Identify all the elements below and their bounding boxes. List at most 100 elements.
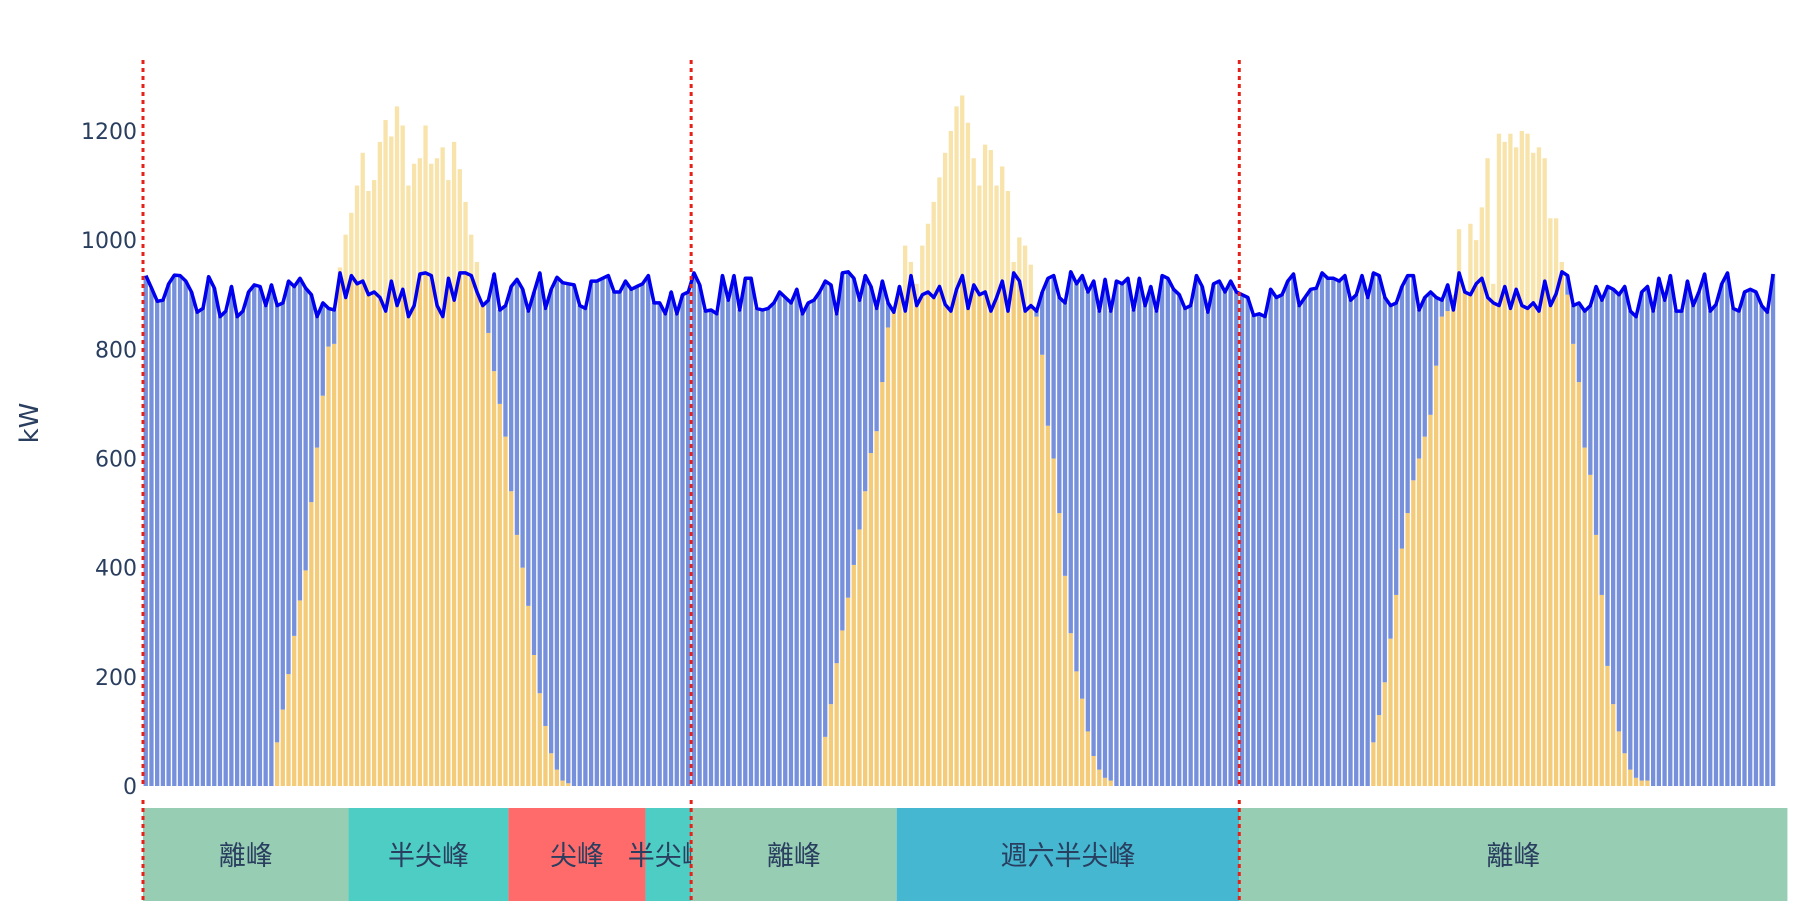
solar-excess-bar <box>1000 166 1005 282</box>
solar-bar <box>1028 305 1033 786</box>
load-line <box>144 270 1775 319</box>
y-tick-label: 0 <box>123 775 137 800</box>
solar-bar <box>1628 769 1633 786</box>
load-line-layer <box>144 270 1775 319</box>
solar-bar <box>1405 513 1410 786</box>
solar-bar <box>1416 458 1422 786</box>
grid-bar <box>166 283 171 786</box>
solar-bar <box>1388 638 1393 786</box>
grid-bar <box>1171 289 1176 786</box>
grid-bar <box>1708 311 1713 786</box>
grid-bar <box>1165 278 1170 786</box>
grid-bar <box>1719 283 1724 786</box>
solar-excess-bar <box>988 150 993 312</box>
grid-bar <box>1656 278 1662 786</box>
solar-bar <box>1371 742 1376 786</box>
grid-bar <box>1188 305 1193 786</box>
solar-bar <box>1000 281 1005 786</box>
grid-bar <box>720 275 725 786</box>
solar-excess-bar <box>1536 147 1542 312</box>
grid-bar <box>1205 312 1210 786</box>
solar-excess-bar <box>1468 223 1473 295</box>
grid-bar <box>1091 281 1096 756</box>
solar-bar <box>1434 365 1439 786</box>
grid-bar <box>783 297 788 786</box>
solar-excess-bar <box>394 106 400 306</box>
grid-bar <box>160 300 166 786</box>
grid-bar <box>520 289 525 568</box>
solar-bar <box>942 304 948 786</box>
solar-excess-bar <box>417 158 422 274</box>
grid-bar <box>874 308 879 432</box>
solar-bar <box>520 567 525 786</box>
solar-bar <box>1473 283 1479 786</box>
grid-bar <box>588 281 594 786</box>
solar-excess-bar <box>1005 191 1011 312</box>
grid-bar <box>691 272 697 786</box>
grid-bar <box>1296 305 1302 786</box>
grid-bar <box>1668 275 1673 786</box>
grid-bar <box>1279 294 1285 786</box>
solar-bar <box>960 275 965 786</box>
grid-bar <box>1222 291 1228 786</box>
solar-excess-bar <box>1548 218 1553 306</box>
solar-bar <box>1571 343 1576 786</box>
grid-bar <box>1376 275 1382 716</box>
grid-bar <box>634 286 639 786</box>
grid-bar <box>1336 281 1342 786</box>
solar-excess-bar <box>977 185 982 295</box>
solar-excess-bar <box>463 201 468 273</box>
solar-bar <box>1097 769 1102 786</box>
grid-bar <box>1394 302 1399 595</box>
solar-excess-bar <box>349 212 354 276</box>
grid-bar <box>1371 272 1376 743</box>
solar-bar <box>1639 780 1644 786</box>
grid-bar <box>1034 311 1039 317</box>
solar-bar <box>554 769 560 786</box>
solar-bar <box>1622 753 1627 786</box>
solar-bar <box>332 343 337 786</box>
grid-bar <box>1245 297 1250 786</box>
solar-excess-bar <box>954 106 959 290</box>
solar-bar <box>1011 272 1016 786</box>
grid-bar <box>177 275 183 786</box>
grid-bar <box>800 313 805 786</box>
solar-bar <box>1451 310 1456 786</box>
solar-excess-bar <box>366 191 371 295</box>
solar-bar <box>1468 294 1473 786</box>
grid-bar <box>1182 308 1188 786</box>
solar-bar <box>937 286 942 786</box>
solar-excess-bar <box>914 283 919 306</box>
grid-bar <box>212 288 217 786</box>
grid-bar <box>1662 300 1667 786</box>
solar-bar <box>1645 780 1650 786</box>
solar-bar <box>1513 289 1519 786</box>
grid-bar <box>697 284 702 786</box>
grid-bar <box>845 271 851 598</box>
solar-excess-bar <box>406 185 411 317</box>
grid-bar <box>514 279 520 535</box>
solar-bar <box>845 597 851 786</box>
grid-bar <box>537 272 542 694</box>
solar-bar <box>303 570 308 786</box>
solar-bar <box>548 753 554 786</box>
grid-bar <box>1748 289 1753 786</box>
grid-bar <box>497 310 502 404</box>
solar-bar <box>840 630 845 786</box>
solar-bar <box>434 305 440 786</box>
solar-bar <box>497 403 502 786</box>
y-axis: 0 200 400 600 800 1000 1200 <box>81 120 137 800</box>
grid-bar <box>583 308 588 786</box>
solar-excess-bar <box>469 234 474 276</box>
grid-bar <box>1142 305 1148 786</box>
grid-bar <box>1736 311 1741 786</box>
grid-bar <box>628 289 634 786</box>
grid-bar <box>1308 289 1313 786</box>
solar-bar <box>1080 698 1085 786</box>
solar-excess-bar <box>474 261 480 292</box>
grid-bar <box>1434 297 1439 366</box>
solar-bar <box>360 281 365 786</box>
solar-excess-bar <box>411 163 417 306</box>
solar-bar <box>457 272 462 786</box>
grid-bar <box>703 311 708 786</box>
